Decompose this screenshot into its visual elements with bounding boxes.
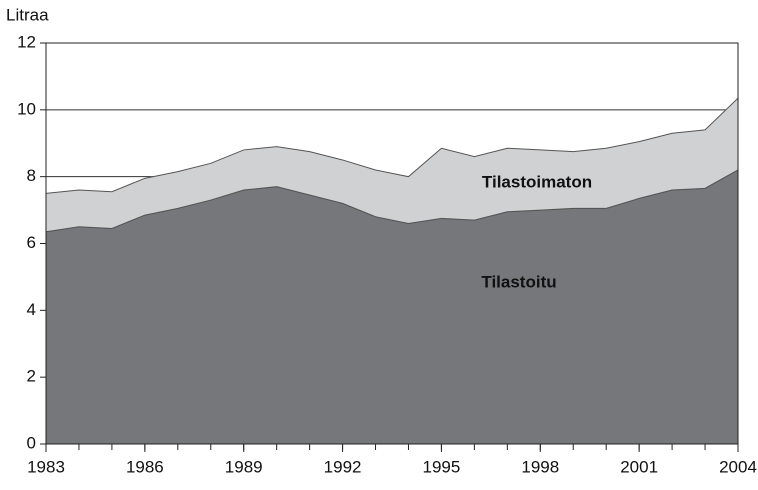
x-tick-label: 1992 — [324, 457, 362, 476]
y-axis-label: Litraa — [6, 5, 49, 24]
x-tick-label: 1986 — [126, 457, 164, 476]
x-tick-label: 1998 — [521, 457, 559, 476]
series-label: Tilastoitu — [481, 272, 556, 291]
y-tick-label: 4 — [27, 300, 36, 319]
x-tick-label: 2004 — [719, 457, 757, 476]
y-tick-label: 6 — [27, 233, 36, 252]
y-tick-label: 0 — [27, 433, 36, 452]
x-tick-label: 1983 — [27, 457, 65, 476]
y-tick-label: 8 — [27, 166, 36, 185]
y-tick-label: 12 — [17, 32, 36, 51]
x-tick-label: 2001 — [620, 457, 658, 476]
y-tick-label: 10 — [17, 99, 36, 118]
x-tick-label: 1989 — [225, 457, 263, 476]
y-tick-label: 2 — [27, 367, 36, 386]
series-label: Tilastoimaton — [482, 172, 592, 191]
x-tick-label: 1995 — [423, 457, 461, 476]
